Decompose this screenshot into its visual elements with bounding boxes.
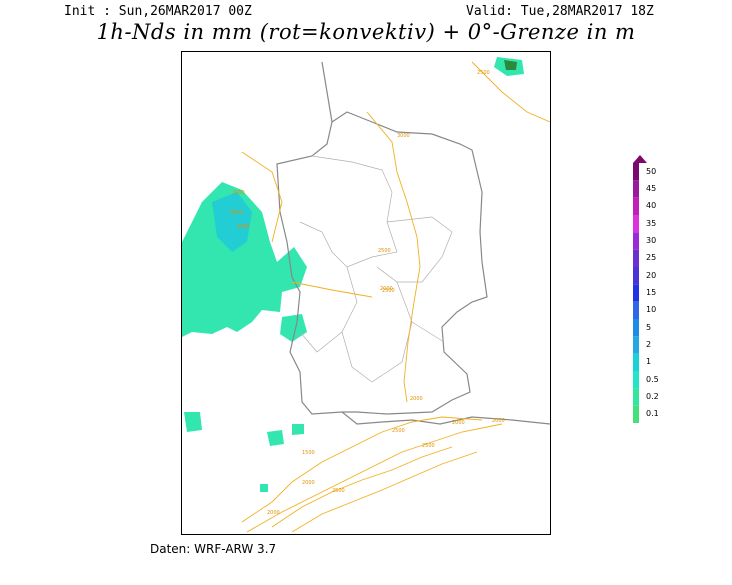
contour-label: 2500 [378,248,391,254]
legend-swatch [633,388,639,406]
state-borders [299,155,453,383]
legend-level-label: 40 [646,201,657,211]
contour-label: 2000 [232,190,245,196]
legend-level-label: 50 [646,166,657,176]
contour-label: 3000 [230,210,243,216]
contour-label: 2000 [302,480,315,486]
legend-swatch [633,284,639,302]
contour-label: 1500 [302,450,315,456]
legend-swatch [633,267,639,285]
legend-level-label: 20 [646,270,657,280]
legend-level-label: 0.5 [646,374,659,384]
legend-swatch [633,319,639,337]
contour-label: 2500 [392,428,405,434]
legend-swatch [633,215,639,233]
data-source-label: Daten: WRF-ARW 3.7 [150,542,277,556]
contour-label: 3000 [237,224,250,230]
contour-label: 2500 [332,488,345,494]
map-title: 1h-Nds in mm (rot=konvektiv) + 0°-Grenze… [96,20,636,44]
legend-level-label: 1 [646,357,652,367]
legend-color-bar [633,155,647,423]
precipitation-areas [182,57,524,492]
legend-level-label: 45 [646,184,657,193]
contour-label: 2000 [452,420,465,426]
contour-labels: 2000 2500 2000 3000 3000 2000 2500 2500 … [230,70,505,516]
legend-level-label: 10 [646,305,657,315]
legend-swatch [633,249,639,267]
legend-arrow-top [633,155,647,163]
legend-level-label: 35 [646,218,657,228]
contour-label: 2000 [380,286,393,292]
legend-swatch [633,163,639,181]
init-time-label: Init : Sun,26MAR2017 00Z [64,4,252,19]
legend-level-label: 0.1 [646,409,659,419]
country-borders [276,61,550,425]
legend-swatch [633,371,639,389]
contour-label: 3000 [397,133,410,139]
contour-label: 2000 [410,396,423,402]
legend-level-label: 15 [646,288,657,297]
precip-color-legend: 50 45 40 35 30 25 20 15 10 5 2 1 0.5 0.2 0.1 [633,155,673,430]
legend-level-label: 30 [646,236,657,245]
contour-label: 2000 [267,510,280,516]
legend-swatch [633,353,639,371]
contour-label: 2500 [382,288,395,294]
legend-swatch [633,232,639,250]
legend-swatch [633,405,639,423]
legend-swatch [633,301,639,319]
legend-swatch [633,336,639,354]
legend-level-label: 25 [646,253,657,263]
legend-level-label: 0.2 [646,392,659,401]
valid-time-label: Valid: Tue,28MAR2017 18Z [466,4,654,19]
legend-swatch [633,180,639,198]
contour-label: 2500 [477,70,490,76]
contour-label: 2500 [422,443,435,449]
map-canvas: 2000 2500 2000 3000 3000 2000 2500 2500 … [182,57,550,533]
freezing-level-contours [241,61,550,533]
legend-level-label: 2 [646,340,652,349]
legend-level-label: 5 [646,322,652,332]
forecast-map: 2000 2500 2000 3000 3000 2000 2500 2500 … [181,51,551,535]
contour-label: 2000 [492,418,505,424]
legend-swatch [633,197,639,215]
